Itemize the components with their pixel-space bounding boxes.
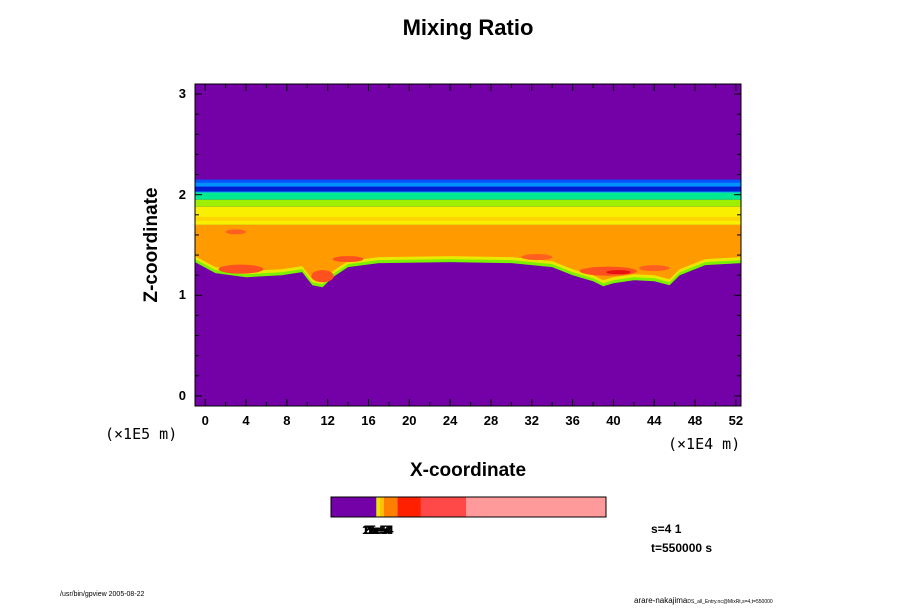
x-axis-label: X-coordinate bbox=[409, 460, 527, 481]
field-layer bbox=[195, 84, 741, 406]
contour-layer-3 bbox=[195, 192, 741, 200]
y-tick-label: 1 bbox=[178, 287, 186, 303]
colorbar-segment-4 bbox=[397, 497, 421, 517]
x-tick-label: 16 bbox=[361, 413, 376, 428]
plot-frame bbox=[194, 83, 742, 407]
x-tick-label: 44 bbox=[647, 413, 662, 428]
y-tick-label: 3 bbox=[178, 86, 186, 102]
mixing-blob-2 bbox=[332, 256, 364, 263]
x-tick-label: 40 bbox=[606, 413, 621, 428]
mixing-blob-7 bbox=[606, 270, 631, 275]
tick-marks bbox=[195, 84, 741, 406]
x-tick-label: 0 bbox=[201, 413, 209, 428]
mixing-blob-6 bbox=[638, 265, 670, 272]
mixing-blob-3 bbox=[225, 229, 247, 235]
x-tick-label: 52 bbox=[728, 413, 744, 428]
colorbar-segment-0 bbox=[331, 497, 377, 517]
x-tick-label: 36 bbox=[565, 413, 580, 428]
y-axis-label: Z-coordinate bbox=[141, 187, 162, 303]
x-tick-label: 20 bbox=[402, 413, 417, 428]
x-tick-label: 48 bbox=[687, 413, 703, 428]
colorbar bbox=[330, 496, 607, 518]
chart-title: Mixing Ratio bbox=[402, 15, 534, 40]
contour-layer-5 bbox=[195, 206, 741, 225]
mixing-blob-0 bbox=[218, 264, 264, 274]
y-tick-label: 0 bbox=[178, 387, 186, 403]
mixing-blob-1 bbox=[311, 270, 334, 283]
colorbar-segment-3 bbox=[383, 497, 398, 517]
colorbar-label: 1e-5 bbox=[362, 523, 387, 537]
x-tick-label: 4 bbox=[242, 413, 250, 428]
footer-right-main: arare-nakajima bbox=[634, 596, 688, 605]
contour-layer-4 bbox=[195, 199, 741, 207]
colorbar-label: 5e-5 bbox=[365, 523, 390, 537]
colorbar-label: 1e-4 bbox=[366, 523, 391, 537]
contour-band-0 bbox=[195, 186, 741, 192]
x-axis-unit: (×1E4 m) bbox=[668, 435, 741, 453]
contour-layer-1 bbox=[195, 182, 741, 188]
x-tick-label: 32 bbox=[524, 413, 540, 428]
colorbar-segment-5 bbox=[420, 497, 467, 517]
colorbar-segment-1 bbox=[376, 497, 380, 517]
slice-info: s=4 1 bbox=[651, 522, 682, 536]
y-axis-unit: (×1E5 m) bbox=[105, 425, 178, 443]
time-info: t=550000 s bbox=[651, 541, 713, 555]
footer-right: arare-nakajimaDS_all_Entry.nc@MixRt,s=4,… bbox=[634, 590, 773, 608]
x-tick-label: 24 bbox=[442, 413, 458, 428]
colorbar-label: 2e-5 bbox=[363, 523, 388, 537]
footer-left: /usr/bin/gpview 2005-08-22 bbox=[60, 591, 145, 598]
colorbar-label: 2e-4 bbox=[368, 523, 393, 537]
mixing-blob-4 bbox=[521, 254, 553, 261]
contour-layer-0 bbox=[195, 179, 741, 183]
colorbar-segment-6 bbox=[466, 497, 606, 517]
x-tick-label: 12 bbox=[320, 413, 335, 428]
contour-band-1 bbox=[195, 216, 741, 221]
colorbar-segment-2 bbox=[379, 497, 384, 517]
colorbar-label: 5e-4 bbox=[369, 523, 394, 537]
x-tick-label: 8 bbox=[283, 413, 291, 428]
x-tick-label: 28 bbox=[483, 413, 499, 428]
y-tick-label: 2 bbox=[178, 186, 186, 202]
colorbar-frame bbox=[330, 496, 607, 518]
